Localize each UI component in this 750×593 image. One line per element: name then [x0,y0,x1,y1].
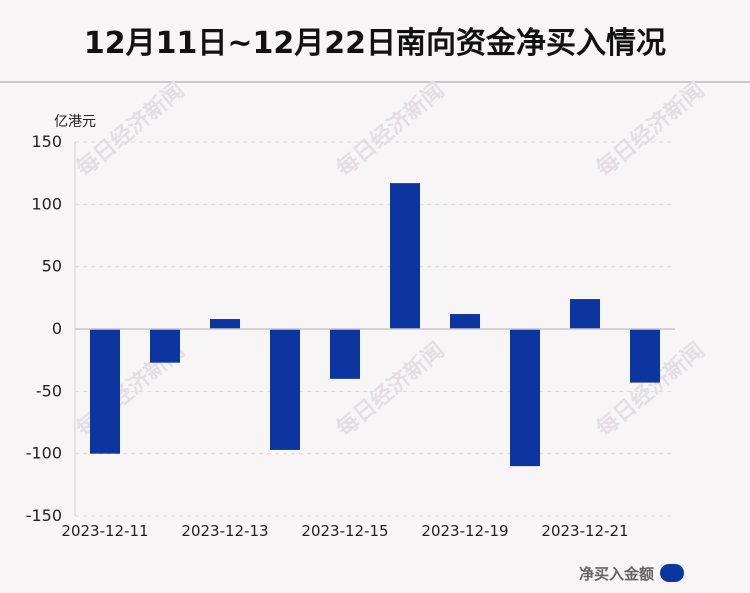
title-divider [0,81,750,83]
watermark-text: 每日经济新闻 [592,77,710,182]
x-tick-label: 2023-12-21 [541,522,628,540]
y-axis-unit-label: 亿港元 [54,114,96,130]
legend-swatch [660,564,684,582]
page-title: 12月11日~12月22日南向资金净买入情况 [83,26,667,61]
y-tick-label: -100 [26,444,62,463]
x-tick-label: 2023-12-11 [61,522,148,540]
bar [570,299,600,329]
bar [630,329,660,383]
bar [390,183,420,329]
y-tick-label: 150 [31,132,62,151]
bar [270,329,300,450]
bar [90,329,120,454]
legend-label: 净买入金额 [578,564,654,583]
y-tick-label: 100 [31,194,62,213]
bar [330,329,360,379]
y-tick-label: -50 [36,381,62,400]
x-tick-label: 2023-12-19 [421,522,508,540]
y-tick-label: 0 [52,319,62,338]
bar [510,329,540,467]
x-tick-label: 2023-12-15 [301,522,388,540]
y-tick-label: 50 [42,257,62,276]
bar [450,314,480,329]
bar [210,319,240,329]
y-tick-label: -150 [26,506,62,525]
legend: 净买入金额 [579,562,684,584]
bar [150,329,180,363]
watermark-text: 每日经济新闻 [332,77,450,182]
x-tick-label: 2023-12-13 [181,522,268,540]
